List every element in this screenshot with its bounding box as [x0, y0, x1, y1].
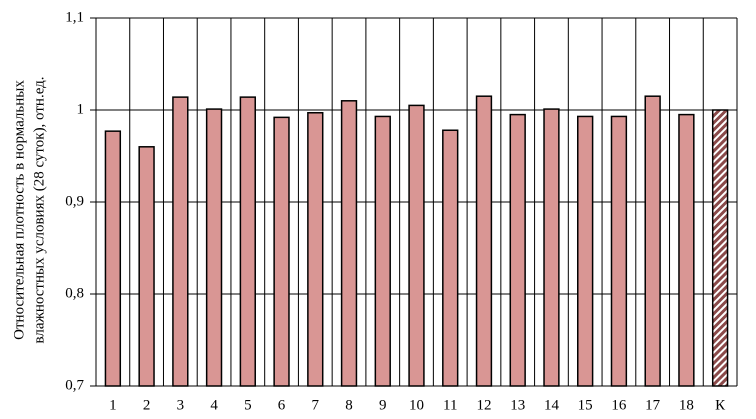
x-tick-label: 2: [143, 397, 151, 413]
x-tick-label: 5: [244, 397, 252, 413]
y-tick-label: 0,7: [65, 377, 84, 393]
x-tick-label: 10: [409, 397, 424, 413]
y-tick-label: 0,8: [65, 285, 84, 301]
x-tick-label: 18: [679, 397, 694, 413]
bar: [442, 129, 459, 387]
bar: [104, 130, 122, 387]
bar: [543, 108, 560, 387]
y-axis-label: Относительная плотность в нормальных: [11, 80, 27, 340]
x-tick-label: 13: [510, 397, 525, 413]
x-tick-label: 7: [312, 397, 320, 413]
bar: [711, 109, 729, 387]
x-tick-label: 3: [177, 397, 185, 413]
x-tick-label: 16: [611, 397, 627, 413]
bar: [644, 95, 661, 387]
x-tick-label: К: [715, 397, 726, 413]
bar: [138, 146, 155, 387]
x-tick-label: 1: [109, 397, 117, 413]
bar: [475, 95, 493, 387]
bar: [307, 112, 324, 387]
x-tick-label: 6: [278, 397, 286, 413]
bar: [205, 108, 223, 387]
bar: [273, 116, 290, 387]
y-tick-label: 0,9: [65, 193, 84, 209]
x-tick-label: 8: [345, 397, 353, 413]
x-tick-label: 17: [645, 397, 661, 413]
bar: [577, 115, 594, 387]
bar: [172, 96, 189, 387]
x-tick-label: 4: [210, 397, 218, 413]
x-tick-label: 9: [379, 397, 387, 413]
y-tick-label: 1,1: [65, 9, 84, 25]
x-tick-label: 14: [544, 397, 560, 413]
bar: [374, 115, 391, 387]
bar: [509, 113, 526, 387]
bar: [408, 104, 425, 387]
y-axis-label: влажностных условиях (28 суток), отн.ед.: [31, 76, 47, 343]
x-tick-label: 15: [578, 397, 593, 413]
bar: [610, 115, 628, 387]
x-tick-label: 11: [443, 397, 457, 413]
bar: [678, 113, 695, 387]
y-tick-label: 1: [77, 101, 85, 117]
x-tick-label: 12: [476, 397, 491, 413]
bar: [340, 100, 358, 387]
bar: [239, 96, 256, 387]
